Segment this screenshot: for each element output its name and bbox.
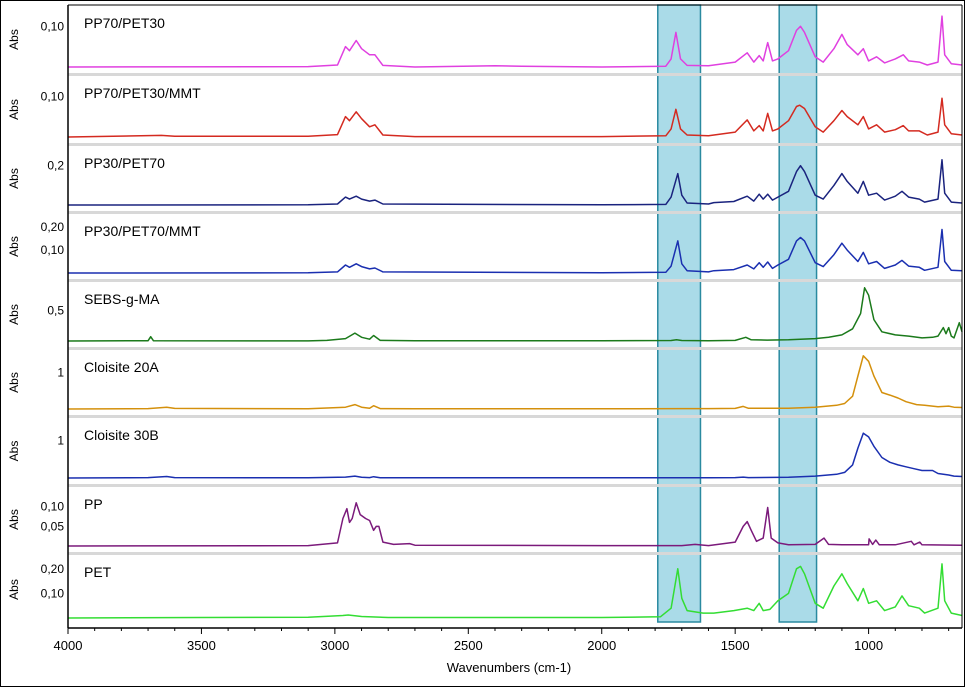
y-axis-label: Abs [7, 99, 21, 120]
spectrum-line [67, 502, 963, 547]
y-axis-label: Abs [7, 441, 21, 462]
y-tick-label: 0,10 [41, 243, 65, 257]
panel-label: PP70/PET30 [84, 15, 165, 31]
y-axis-label: Abs [7, 304, 21, 325]
panel-2: PP70/PET30/MMT Abs 0,10 [7, 85, 963, 146]
y-axis-label: Abs [7, 579, 21, 600]
spectrum-line [67, 355, 963, 410]
panel-8: PP Abs 0,10 0,05 [7, 496, 963, 555]
x-tick-label: 1500 [721, 638, 750, 653]
highlight-band-1 [657, 4, 702, 623]
y-axis-label: Abs [7, 372, 21, 393]
panel-label: PP [84, 496, 103, 512]
panel-1: PP70/PET30 Abs 0,10 [7, 15, 963, 76]
x-axis: 4000 3500 3000 2500 2000 1500 1000 [54, 4, 963, 653]
y-tick-label: 0,20 [41, 220, 65, 234]
x-tick-label: 3500 [187, 638, 216, 653]
panel-9: PET Abs 0,20 0,10 [7, 562, 963, 619]
x-tick-label: 4000 [54, 638, 83, 653]
panel-7: Cloisite 30B Abs 1 [7, 427, 963, 487]
y-tick-label: 0,10 [41, 89, 65, 103]
highlight-band-2 [778, 4, 818, 623]
panel-label: PP30/PET70/MMT [84, 223, 201, 239]
panel-5: SEBS-g-MA Abs 0,5 [7, 287, 963, 350]
spectrum-line [67, 287, 963, 342]
spectrum-line [67, 15, 963, 68]
y-tick-label: 0,20 [41, 562, 65, 576]
spectrum-panels: PP70/PET30Abs0,10PP70/PET30/MMTAbs0,10PP… [7, 15, 963, 619]
y-tick-label: 0,05 [41, 519, 65, 533]
panel-label: PET [84, 564, 112, 580]
y-tick-label: 1 [57, 365, 64, 379]
panel-label: SEBS-g-MA [84, 291, 160, 307]
y-axis-label: Abs [7, 236, 21, 257]
panel-4: PP30/PET70/MMT Abs 0,20 0,10 [7, 220, 963, 282]
x-tick-label: 2500 [454, 638, 483, 653]
x-tick-label: 2000 [587, 638, 616, 653]
panel-label: Cloisite 30B [84, 427, 159, 443]
y-tick-label: 1 [57, 434, 64, 448]
y-tick-label: 0,2 [47, 159, 64, 173]
highlight-bands [657, 4, 818, 623]
panel-label: PP30/PET70 [84, 155, 165, 171]
y-axis-label: Abs [7, 168, 21, 189]
panel-label: PP70/PET30/MMT [84, 85, 201, 101]
x-axis-title: Wavenumbers (cm-1) [447, 660, 571, 675]
spectrum-line [67, 432, 963, 479]
y-tick-label: 0,10 [41, 586, 65, 600]
y-tick-label: 0,10 [41, 19, 65, 33]
y-axis-label: Abs [7, 509, 21, 530]
panel-6: Cloisite 20A Abs 1 [7, 355, 963, 418]
panel-label: Cloisite 20A [84, 359, 159, 375]
y-tick-label: 0,5 [47, 303, 64, 317]
panel-3: PP30/PET70 Abs 0,2 [7, 155, 963, 214]
x-tick-label: 1000 [854, 638, 883, 653]
y-axis-label: Abs [7, 29, 21, 50]
x-tick-label: 3000 [320, 638, 349, 653]
spectrum-line [67, 228, 963, 274]
spectrum-line [67, 159, 963, 206]
spectrum-line [67, 97, 963, 138]
y-tick-label: 0,10 [41, 500, 65, 514]
spectrum-line [67, 563, 963, 619]
